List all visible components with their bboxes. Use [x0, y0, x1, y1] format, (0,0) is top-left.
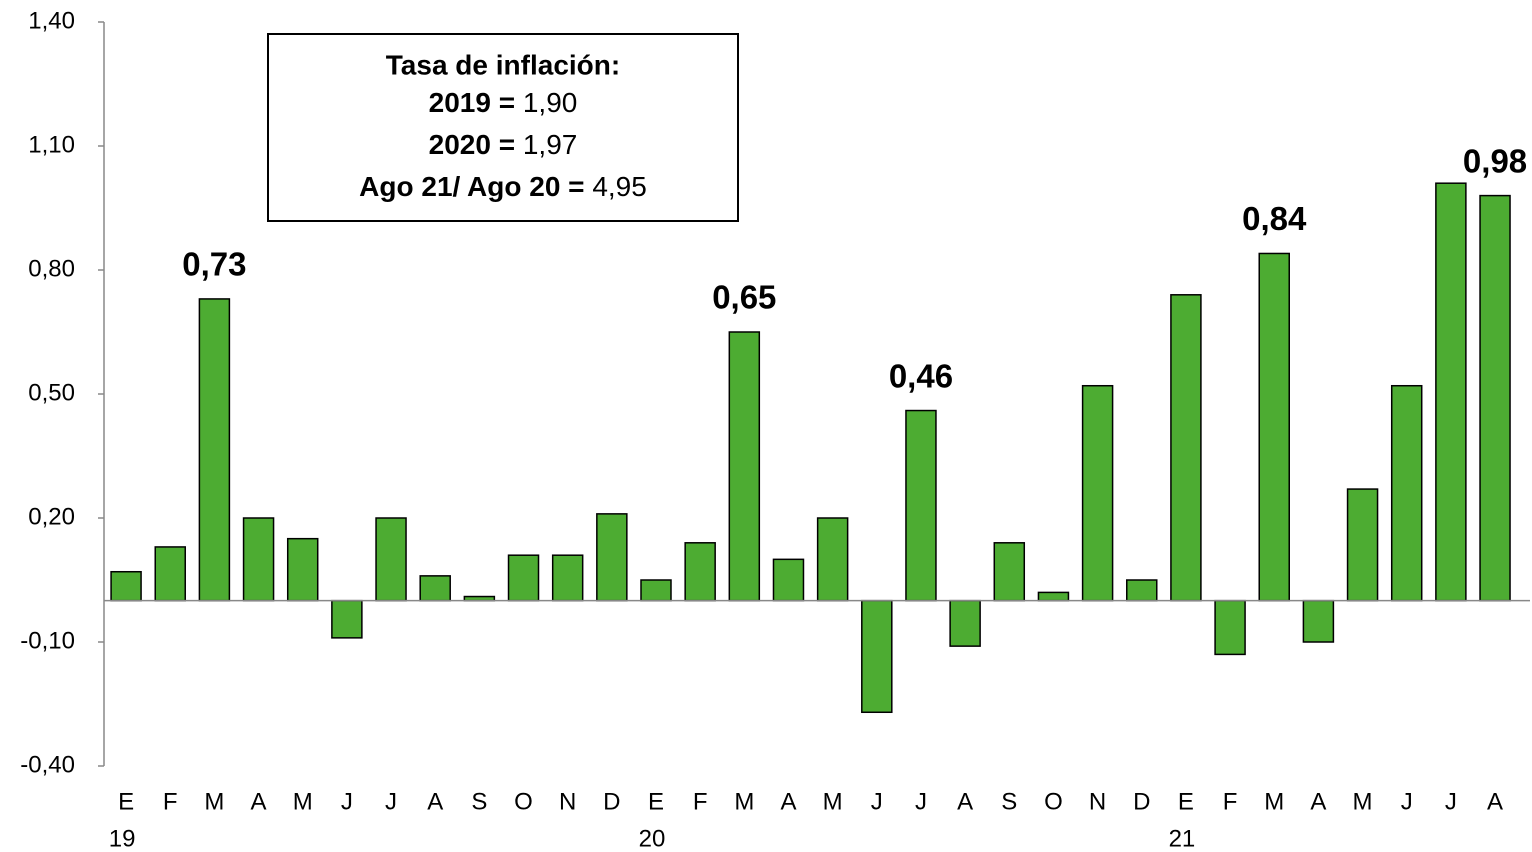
annotation-title: Tasa de inflación: — [386, 49, 620, 80]
bar — [949, 599, 981, 647]
bar — [1302, 599, 1335, 643]
bar — [772, 558, 805, 602]
x-tick-label: A — [427, 788, 443, 815]
y-tick-label: -0,40 — [20, 751, 75, 778]
x-tick-label: J — [385, 788, 397, 815]
annotation-label: Ago 21/ Ago 20 = — [359, 171, 584, 202]
x-tick-label: S — [1001, 788, 1017, 815]
bar — [1479, 194, 1511, 602]
x-tick-label: O — [1044, 788, 1063, 815]
x-tick-label: D — [1133, 788, 1150, 815]
annotation-line: 2019 = 1,90 — [429, 87, 578, 118]
x-tick-label: A — [1487, 788, 1503, 815]
x-tick-label: J — [1401, 788, 1413, 815]
bar — [596, 513, 628, 602]
x-tick-label: M — [204, 788, 224, 815]
bar — [1346, 488, 1379, 602]
bar — [905, 409, 937, 602]
x-tick-label: M — [293, 788, 313, 815]
x-tick-label: N — [1089, 788, 1106, 815]
bar — [242, 517, 275, 602]
bar — [816, 517, 849, 602]
bar — [1214, 599, 1246, 656]
x-tick-label: F — [163, 788, 178, 815]
x-tick-label: D — [603, 788, 620, 815]
annotation-label: 2020 = — [429, 129, 515, 160]
bar — [1170, 294, 1202, 602]
x-tick-label: F — [693, 788, 708, 815]
x-tick-label: O — [514, 788, 533, 815]
bar — [286, 537, 319, 602]
bar — [1258, 252, 1290, 602]
x-tick-label: J — [341, 788, 353, 815]
bar — [1081, 384, 1114, 602]
x-tick-label: M — [1264, 788, 1284, 815]
x-tick-label: E — [1178, 788, 1194, 815]
x-tick-label: N — [559, 788, 576, 815]
annotation-box — [267, 33, 739, 222]
value-label: 0,46 — [889, 357, 953, 394]
bar — [728, 331, 761, 602]
x-tick-label: A — [251, 788, 267, 815]
bar — [331, 599, 363, 639]
x-tick-label: S — [471, 788, 487, 815]
bar — [684, 542, 716, 602]
x-tick-label: J — [871, 788, 883, 815]
bar — [507, 554, 540, 602]
y-tick-label: 0,50 — [28, 379, 75, 406]
x-tick-label: M — [823, 788, 843, 815]
y-tick-label: 0,20 — [28, 503, 75, 530]
bar — [1126, 579, 1158, 602]
bar — [154, 546, 186, 602]
y-tick-label: -0,10 — [20, 627, 75, 654]
year-label: 21 — [1169, 825, 1196, 852]
annotation-label: 2019 = — [429, 87, 515, 118]
annotation-value: 1,90 — [523, 87, 578, 118]
bar — [110, 570, 142, 602]
bar — [1037, 591, 1070, 602]
annotation-value: 4,95 — [592, 171, 647, 202]
annotation-line: 2020 = 1,97 — [429, 129, 578, 160]
annotation-line: Ago 21/ Ago 20 = 4,95 — [359, 171, 647, 202]
value-label: 0,98 — [1463, 142, 1527, 179]
x-tick-label: M — [1353, 788, 1373, 815]
x-tick-label: J — [915, 788, 927, 815]
annotation-value: 1,97 — [523, 129, 578, 160]
bar — [375, 517, 407, 602]
bar — [419, 575, 451, 602]
y-tick-label: 1,10 — [28, 131, 75, 158]
year-label: 20 — [639, 825, 666, 852]
value-label: 0,73 — [182, 246, 246, 283]
bar — [198, 298, 231, 602]
bar — [993, 542, 1026, 602]
bar — [640, 579, 672, 602]
x-tick-label: F — [1223, 788, 1238, 815]
value-label: 0,65 — [712, 279, 776, 316]
x-tick-label: A — [780, 788, 796, 815]
x-tick-label: E — [118, 788, 134, 815]
bar — [551, 554, 584, 602]
y-tick-label: 0,80 — [28, 255, 75, 282]
x-tick-label: A — [1310, 788, 1326, 815]
value-label: 0,84 — [1242, 200, 1307, 237]
x-tick-label: M — [734, 788, 754, 815]
year-label: 19 — [109, 825, 136, 852]
x-tick-label: E — [648, 788, 664, 815]
x-tick-label: A — [957, 788, 973, 815]
bar — [1435, 182, 1467, 602]
bar — [861, 599, 893, 714]
bar — [1390, 384, 1423, 602]
y-tick-label: 1,40 — [28, 7, 75, 34]
x-tick-label: J — [1445, 788, 1457, 815]
